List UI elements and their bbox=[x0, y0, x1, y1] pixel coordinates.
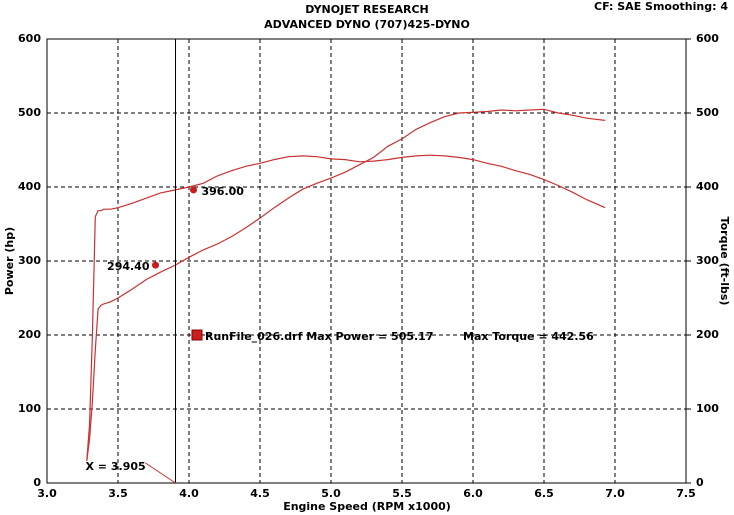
series-line bbox=[86, 108, 606, 461]
x-tick-label: 4.0 bbox=[179, 487, 199, 500]
y2-tick-label: 100 bbox=[696, 402, 719, 415]
plot-frame bbox=[46, 38, 687, 484]
legend-swatch bbox=[191, 329, 203, 341]
y2-axis-label: Torque (ft-lbs) bbox=[718, 217, 731, 306]
y2-tick-label: 400 bbox=[696, 180, 719, 193]
cursor-label: X = 3.905 bbox=[86, 460, 146, 473]
x-tick-label: 6.0 bbox=[463, 487, 483, 500]
y2-tick-label: 600 bbox=[696, 32, 719, 45]
chart-title: DYNOJET RESEARCH bbox=[305, 3, 428, 16]
cursor-dot bbox=[190, 186, 198, 194]
legend-text: RunFile_026.drf Max Power = 505.17 bbox=[205, 330, 434, 343]
x-tick-label: 7.0 bbox=[605, 487, 625, 500]
y-axis-label: Power (hp) bbox=[3, 227, 16, 295]
y2-tick-label: 0 bbox=[696, 476, 704, 489]
y-tick-label: 400 bbox=[18, 180, 41, 193]
x-tick-label: 7.5 bbox=[676, 487, 696, 500]
y-tick-label: 600 bbox=[18, 32, 41, 45]
settings-label: CF: SAE Smoothing: 4 bbox=[594, 0, 728, 13]
x-tick-label: 5.5 bbox=[392, 487, 412, 500]
y-tick-label: 200 bbox=[18, 328, 41, 341]
x-tick-label: 3.0 bbox=[37, 487, 57, 500]
cursor-value-label: 294.40 bbox=[107, 260, 150, 273]
cursor-value-label: 396.00 bbox=[202, 185, 245, 198]
x-tick-label: 6.5 bbox=[534, 487, 554, 500]
series-line bbox=[86, 154, 606, 461]
x-axis-label: Engine Speed (RPM x1000) bbox=[283, 500, 451, 513]
y-tick-label: 100 bbox=[18, 402, 41, 415]
y-tick-label: 0 bbox=[33, 476, 41, 489]
chart-subtitle: ADVANCED DYNO (707)425-DYNO bbox=[264, 18, 470, 31]
x-tick-label: 5.0 bbox=[321, 487, 341, 500]
cursor-pointer bbox=[145, 462, 176, 484]
y-tick-label: 300 bbox=[18, 254, 41, 267]
y2-tick-label: 500 bbox=[696, 106, 719, 119]
x-tick-label: 4.5 bbox=[250, 487, 270, 500]
cursor-dot bbox=[152, 261, 160, 269]
x-tick-label: 3.5 bbox=[108, 487, 128, 500]
legend-text: Max Torque = 442.56 bbox=[463, 330, 594, 343]
y-tick-label: 500 bbox=[18, 106, 41, 119]
y2-tick-label: 200 bbox=[696, 328, 719, 341]
y2-tick-label: 300 bbox=[696, 254, 719, 267]
